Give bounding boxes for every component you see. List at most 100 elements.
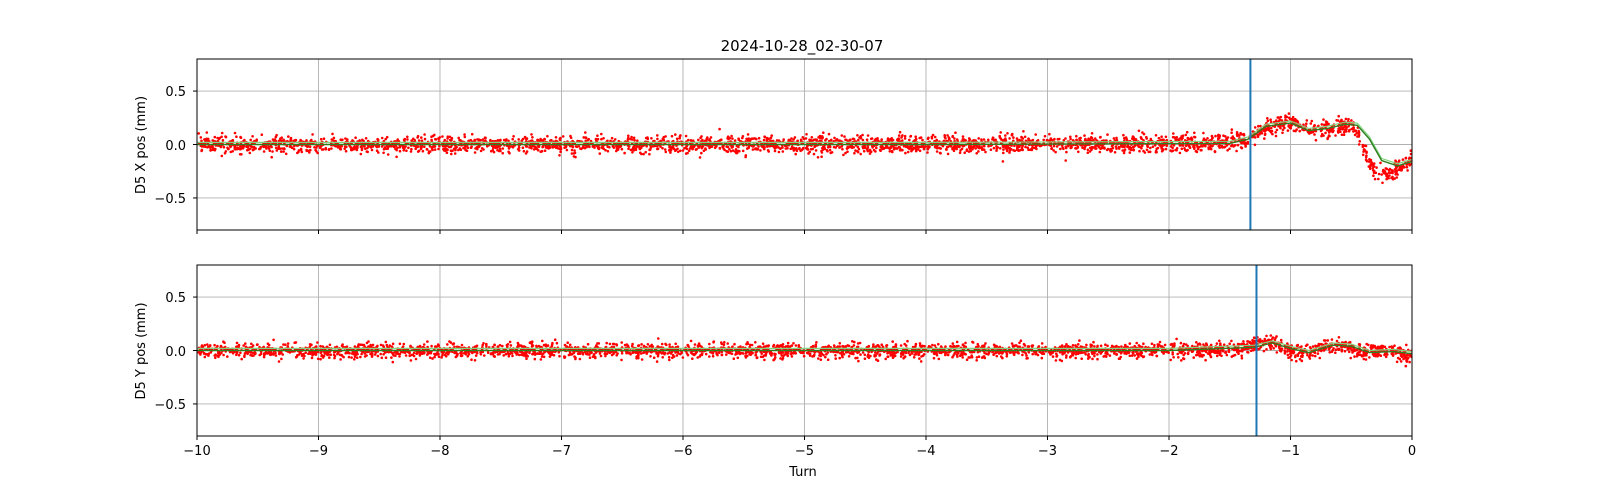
data-point xyxy=(1178,351,1182,354)
data-point xyxy=(407,146,410,150)
data-point xyxy=(604,148,607,152)
data-point xyxy=(354,136,357,139)
data-point xyxy=(1128,342,1132,345)
data-point xyxy=(478,145,481,148)
data-point xyxy=(382,345,386,349)
data-point xyxy=(1210,134,1214,138)
data-point xyxy=(339,358,342,361)
data-point xyxy=(197,132,200,135)
data-point xyxy=(757,136,761,140)
data-point xyxy=(790,145,794,148)
data-point xyxy=(1135,341,1138,345)
data-point xyxy=(1409,149,1412,152)
data-point xyxy=(857,147,861,151)
data-point xyxy=(425,147,429,151)
data-point xyxy=(339,138,343,141)
data-point xyxy=(1347,117,1350,121)
data-point xyxy=(598,152,602,155)
data-point xyxy=(1222,343,1226,347)
data-point xyxy=(1020,135,1023,139)
data-point xyxy=(814,149,818,152)
data-point xyxy=(594,137,598,141)
data-point xyxy=(838,342,842,345)
data-point xyxy=(1393,177,1396,180)
data-point xyxy=(1246,142,1250,145)
data-point xyxy=(1081,351,1085,354)
data-point xyxy=(1388,174,1391,177)
data-point xyxy=(828,145,832,149)
data-point xyxy=(1095,139,1098,142)
data-point xyxy=(705,139,708,142)
data-point xyxy=(596,134,599,137)
data-point xyxy=(362,144,366,148)
data-point xyxy=(1242,342,1246,346)
data-point xyxy=(992,146,996,150)
data-point xyxy=(268,149,272,153)
data-point xyxy=(1236,143,1240,147)
data-point xyxy=(1217,136,1220,140)
data-point xyxy=(457,136,461,140)
data-point xyxy=(930,137,934,140)
data-point xyxy=(781,150,785,153)
data-point xyxy=(1263,132,1267,136)
data-point xyxy=(1015,137,1019,140)
data-point xyxy=(597,147,601,151)
data-point xyxy=(463,133,466,136)
data-point xyxy=(753,137,757,140)
data-point xyxy=(402,342,406,346)
data-point xyxy=(734,148,738,151)
data-point xyxy=(735,151,738,155)
data-point xyxy=(951,147,954,151)
data-point xyxy=(576,139,579,143)
data-point xyxy=(844,151,847,155)
data-point xyxy=(737,138,741,141)
data-point xyxy=(434,137,437,141)
data-point xyxy=(530,147,533,150)
data-point xyxy=(426,340,429,343)
data-point xyxy=(376,137,379,141)
data-point xyxy=(1310,131,1313,134)
data-point xyxy=(686,151,689,155)
data-point xyxy=(802,354,806,358)
data-point xyxy=(1394,160,1398,163)
data-point xyxy=(1239,131,1242,135)
data-point xyxy=(686,343,689,347)
data-point xyxy=(669,151,672,154)
data-point xyxy=(1404,156,1408,160)
data-point xyxy=(1298,129,1301,133)
data-point xyxy=(1071,344,1075,347)
data-point xyxy=(1160,135,1163,138)
data-point xyxy=(479,149,483,153)
data-point xyxy=(272,352,275,355)
data-point xyxy=(1362,357,1366,361)
data-point xyxy=(922,146,926,149)
data-point xyxy=(1172,132,1175,135)
data-point xyxy=(893,147,897,150)
data-point xyxy=(635,355,639,358)
data-point xyxy=(633,139,636,142)
data-point xyxy=(507,139,510,143)
data-point xyxy=(777,150,781,154)
data-point xyxy=(496,345,500,348)
data-point xyxy=(931,133,935,137)
data-point xyxy=(1195,150,1199,154)
data-point xyxy=(539,150,542,153)
data-point xyxy=(970,355,974,359)
data-point xyxy=(250,145,254,149)
data-point xyxy=(968,147,972,150)
data-point xyxy=(269,144,273,148)
data-point xyxy=(702,149,706,153)
data-point xyxy=(611,145,615,148)
data-point xyxy=(1136,143,1139,147)
data-point xyxy=(669,149,673,152)
data-point xyxy=(1290,117,1293,121)
data-point xyxy=(251,344,255,347)
data-point xyxy=(466,146,470,149)
fit-line xyxy=(197,122,1413,167)
data-point xyxy=(541,145,544,149)
data-point xyxy=(1274,344,1278,348)
data-point xyxy=(819,358,823,362)
data-point xyxy=(512,135,515,138)
data-point xyxy=(331,132,334,136)
data-point xyxy=(1153,144,1157,147)
